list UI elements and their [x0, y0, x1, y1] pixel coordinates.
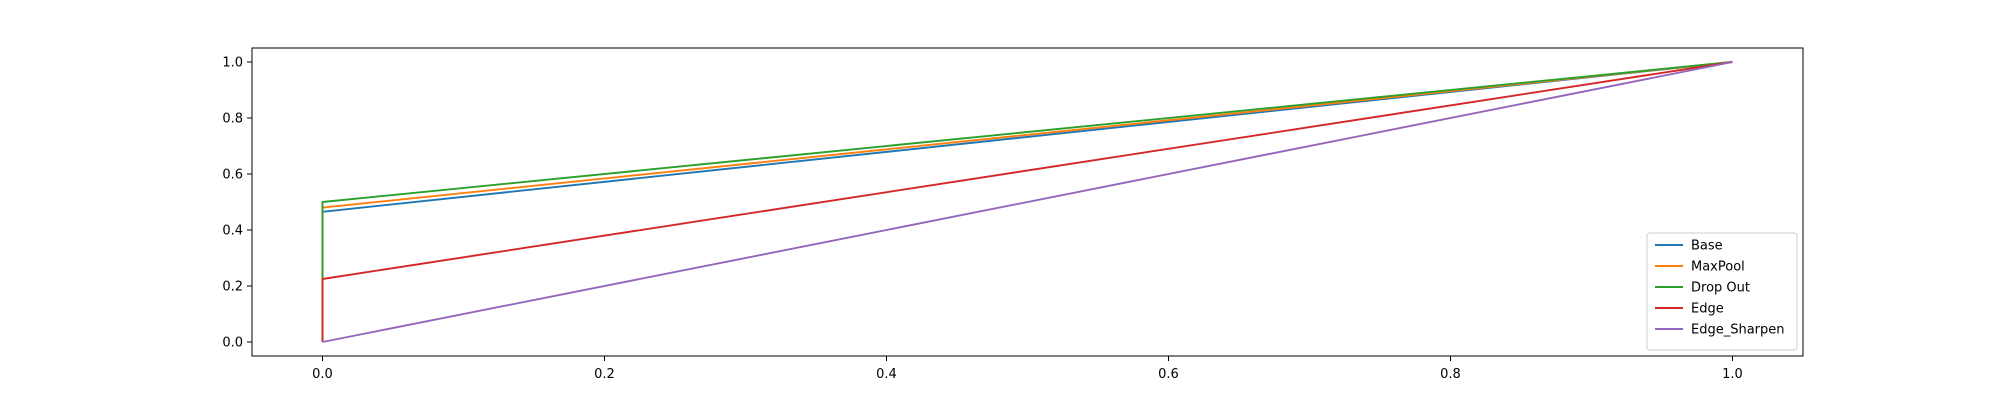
y-tick-label: 0.8: [222, 112, 243, 127]
y-tick-label: 1.0: [222, 56, 243, 71]
legend-label-drop-out: Drop Out: [1691, 281, 1750, 296]
legend-label-maxpool: MaxPool: [1691, 260, 1745, 275]
series-line-edge: [321, 61, 1733, 342]
y-tick-label: 0.4: [222, 224, 243, 239]
series-layer: [321, 61, 1733, 343]
y-tick-label: 0.6: [222, 168, 243, 183]
x-tick-label: 0.6: [1158, 367, 1179, 382]
legend-label-edge-sharpen: Edge_Sharpen: [1691, 323, 1785, 338]
series-line-edge-sharpen: [322, 61, 1733, 343]
x-tick-label: 0.8: [1440, 367, 1461, 382]
x-tick-label: 0.4: [876, 367, 897, 382]
y-tick-label: 0.2: [222, 280, 243, 295]
legend-label-base: Base: [1691, 239, 1723, 254]
legend-box: [1646, 232, 1798, 351]
x-tick-label: 0.0: [312, 367, 333, 382]
x-tick-label: 0.2: [594, 367, 615, 382]
legend: Base MaxPool Drop Out Edge Edge_Sharpen: [1646, 232, 1798, 351]
y-axis: 0.0 0.2 0.4 0.6 0.8 1.0: [222, 56, 252, 351]
y-tick-label: 0.0: [222, 336, 243, 351]
plot-frame: [251, 47, 1804, 357]
x-tick-label: 1.0: [1722, 367, 1743, 382]
x-axis: 0.0 0.2 0.4 0.6 0.8 1.0: [312, 356, 1743, 382]
legend-label-edge: Edge: [1691, 302, 1724, 317]
